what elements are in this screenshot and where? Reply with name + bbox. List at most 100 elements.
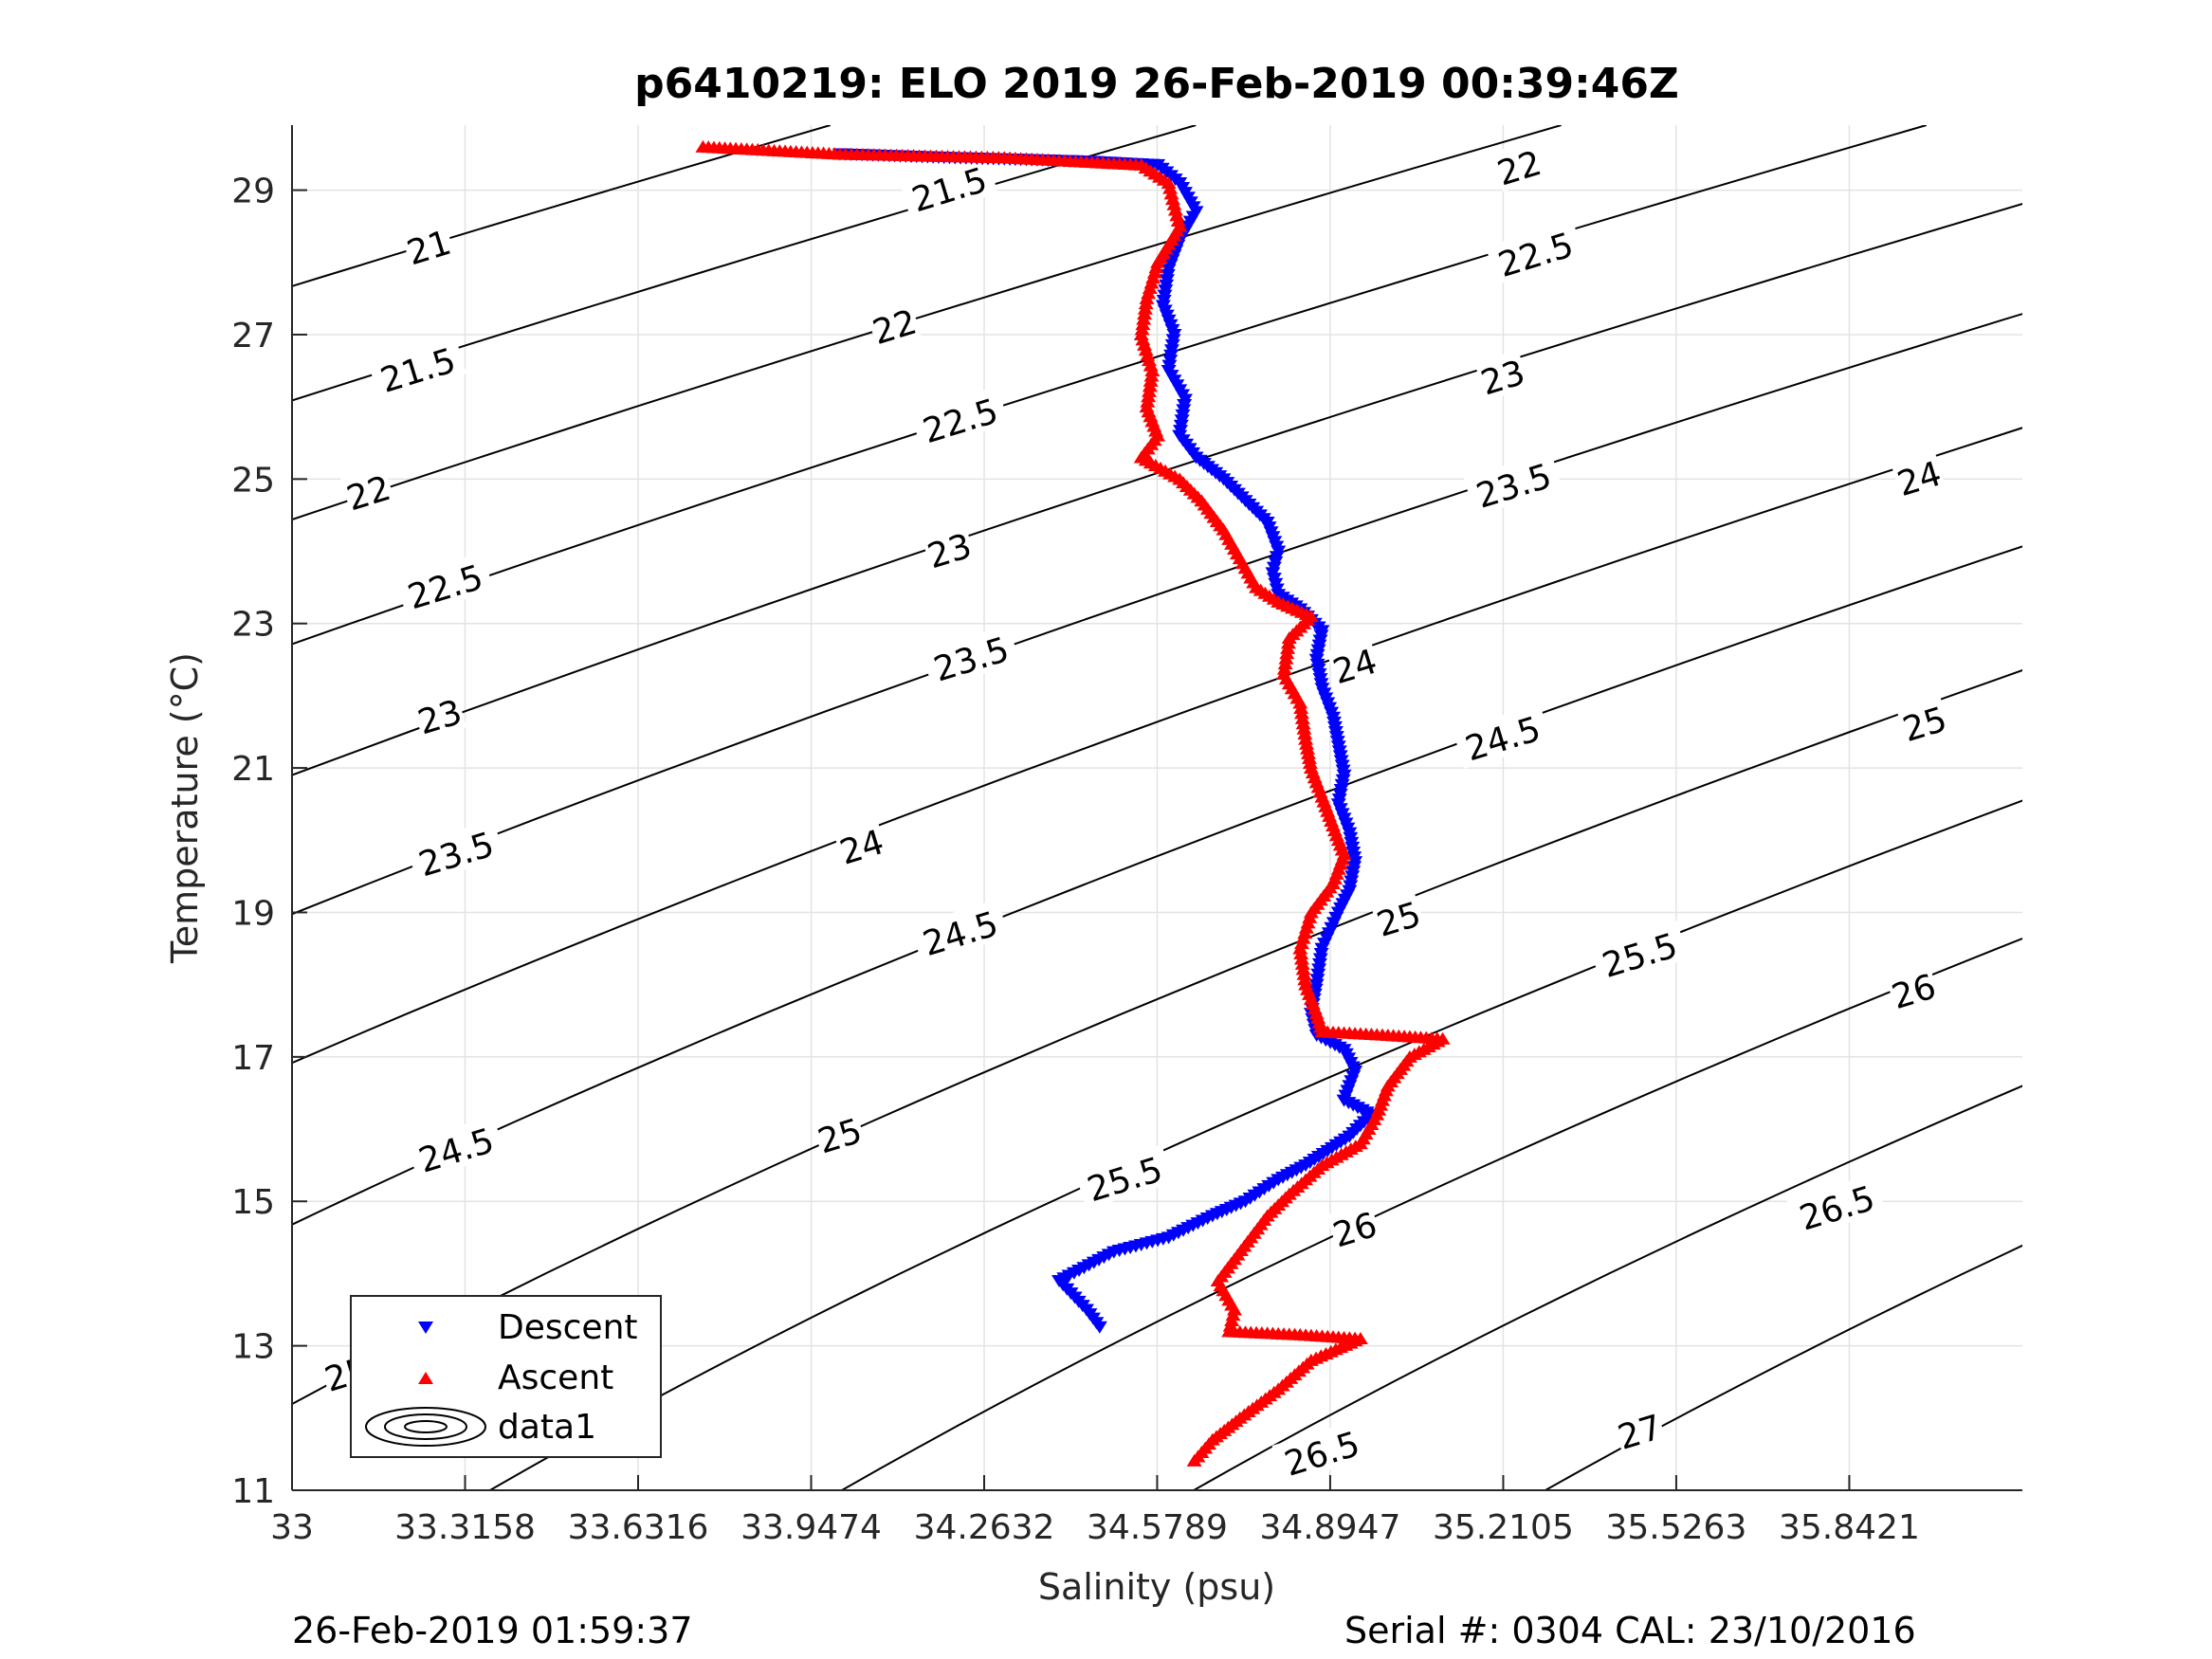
legend: Descent Ascent data1 [350, 1295, 662, 1458]
ascent-point [1134, 322, 1150, 336]
ascent-point [1163, 187, 1179, 200]
isopycnal-line [1193, 1085, 2022, 1490]
ascent-point [1166, 197, 1182, 210]
legend-data1-label: data1 [498, 1408, 596, 1447]
series-ascent [695, 139, 1451, 1467]
ascent-point [1226, 1303, 1242, 1316]
ascent-point [1162, 181, 1179, 194]
ascent-point [1136, 312, 1152, 325]
ascent-point [1295, 962, 1311, 975]
ascent-point [1141, 384, 1157, 397]
isopycnal-label-bg [833, 818, 889, 871]
isopycnal-label-bg [1463, 450, 1563, 517]
isopycnal-line [292, 427, 2022, 1065]
ascent-point [1295, 717, 1311, 730]
ascent-point [1139, 291, 1155, 304]
legend-ascent-label: Ascent [498, 1358, 613, 1397]
ascent-point [1137, 307, 1153, 320]
isopycnal-line [489, 799, 2022, 1490]
footer-serial-cal: Serial #: 0304 CAL: 23/10/2016 [1344, 1610, 1916, 1651]
legend-box [350, 1295, 662, 1458]
isopycnal-label-bg [1885, 963, 1941, 1015]
ascent-point [1169, 209, 1185, 222]
x-tick-label: 33 [270, 1508, 314, 1547]
isopycnal-line [292, 313, 2022, 916]
legend-descent-marker [418, 1322, 433, 1334]
isopycnal-label-bg [1786, 1173, 1886, 1239]
y-tick-label: 29 [231, 173, 275, 211]
isopycnal-label-bg [367, 336, 467, 401]
legend-ascent-marker [418, 1372, 433, 1384]
ascent-point [1276, 662, 1292, 675]
isopycnal-label-bg [339, 465, 396, 517]
x-tick-label: 33.3158 [394, 1508, 536, 1547]
ascent-point [1137, 301, 1153, 315]
isopycnal-label-bg [406, 819, 505, 884]
x-axis-label: Salinity (psu) [1038, 1566, 1275, 1608]
legend-contour-icon [365, 1407, 486, 1447]
isopycnal-label-bg [1891, 450, 1947, 502]
isopycnal-label-bg [910, 386, 1010, 451]
x-tick-label: 34.5789 [1087, 1508, 1228, 1547]
ascent-point [1135, 318, 1151, 331]
ascent-point [1167, 203, 1183, 216]
isopycnal-label-bg [1326, 638, 1382, 690]
isopycnal-label-bg [811, 1107, 868, 1159]
footer-timestamp: 26-Feb-2019 01:59:37 [292, 1610, 693, 1651]
isopycnal-line [292, 545, 2022, 1226]
ascent-point [1296, 967, 1312, 980]
ascent-point [1279, 647, 1295, 660]
y-tick-label: 11 [231, 1472, 275, 1511]
x-axis-ticks: 33 33.3158 33.6316 33.9474 34.2632 34.5789 34.… [270, 1475, 1920, 1547]
ascent-point [1278, 651, 1294, 665]
ascent-point [1138, 297, 1154, 310]
ascent-point [1297, 973, 1313, 986]
x-tick-label: 35.2105 [1433, 1508, 1574, 1547]
ascent-point [1293, 947, 1309, 960]
ascent-point [1296, 721, 1312, 735]
ascent-point [1224, 1313, 1240, 1326]
x-tick-label: 34.8947 [1260, 1508, 1401, 1547]
isopycnal-label-bg [1474, 349, 1530, 401]
ascent-point [1280, 641, 1296, 654]
isopycnal-label-bg [921, 522, 977, 574]
ascent-point [1293, 701, 1309, 714]
ascent-point [1293, 952, 1309, 965]
y-axis-label: Temperature (°C) [164, 652, 206, 964]
ascent-point [1143, 374, 1159, 387]
isopycnal-label-bg [899, 155, 998, 220]
ascent-point [1292, 941, 1308, 955]
ascent-point [1300, 741, 1316, 755]
x-tick-label: 33.6316 [568, 1508, 709, 1547]
isopycnal-label-bg [411, 688, 467, 740]
y-tick-label: 15 [231, 1183, 275, 1222]
ascent-point [1225, 1308, 1241, 1322]
isopycnal-label-bg [910, 899, 1010, 964]
isopycnal-label-bg [406, 1115, 505, 1181]
legend-descent-label: Descent [498, 1308, 638, 1347]
ascent-point [1143, 369, 1160, 382]
isopycnal-label-bg [1074, 1144, 1174, 1210]
y-tick-label: 23 [231, 606, 275, 645]
y-tick-label: 19 [231, 894, 275, 933]
y-tick-label: 25 [231, 461, 275, 500]
ascent-point [1294, 711, 1310, 724]
isopycnal-line [841, 937, 2022, 1490]
isopycnal-label-bg [1490, 139, 1546, 191]
ascent-point [1302, 757, 1318, 770]
isopycnal-label-bg [1589, 921, 1689, 986]
x-tick-label: 35.5263 [1606, 1508, 1747, 1547]
ascent-point [1281, 630, 1297, 644]
ascent-point [1280, 636, 1296, 649]
isopycnal-label-bg [1485, 220, 1584, 285]
ascent-point [1164, 192, 1180, 206]
chart-title: p6410219: ELO 2019 26-Feb-2019 00:39:46Z [634, 60, 1679, 108]
ascent-point [1294, 957, 1310, 970]
x-tick-label: 34.2632 [914, 1508, 1055, 1547]
isopycnal-label-bg [394, 552, 494, 617]
ascent-point [1140, 394, 1156, 408]
isopycnal-label-bg [921, 624, 1020, 690]
y-tick-label: 21 [231, 750, 275, 789]
ascent-point [1298, 732, 1314, 745]
